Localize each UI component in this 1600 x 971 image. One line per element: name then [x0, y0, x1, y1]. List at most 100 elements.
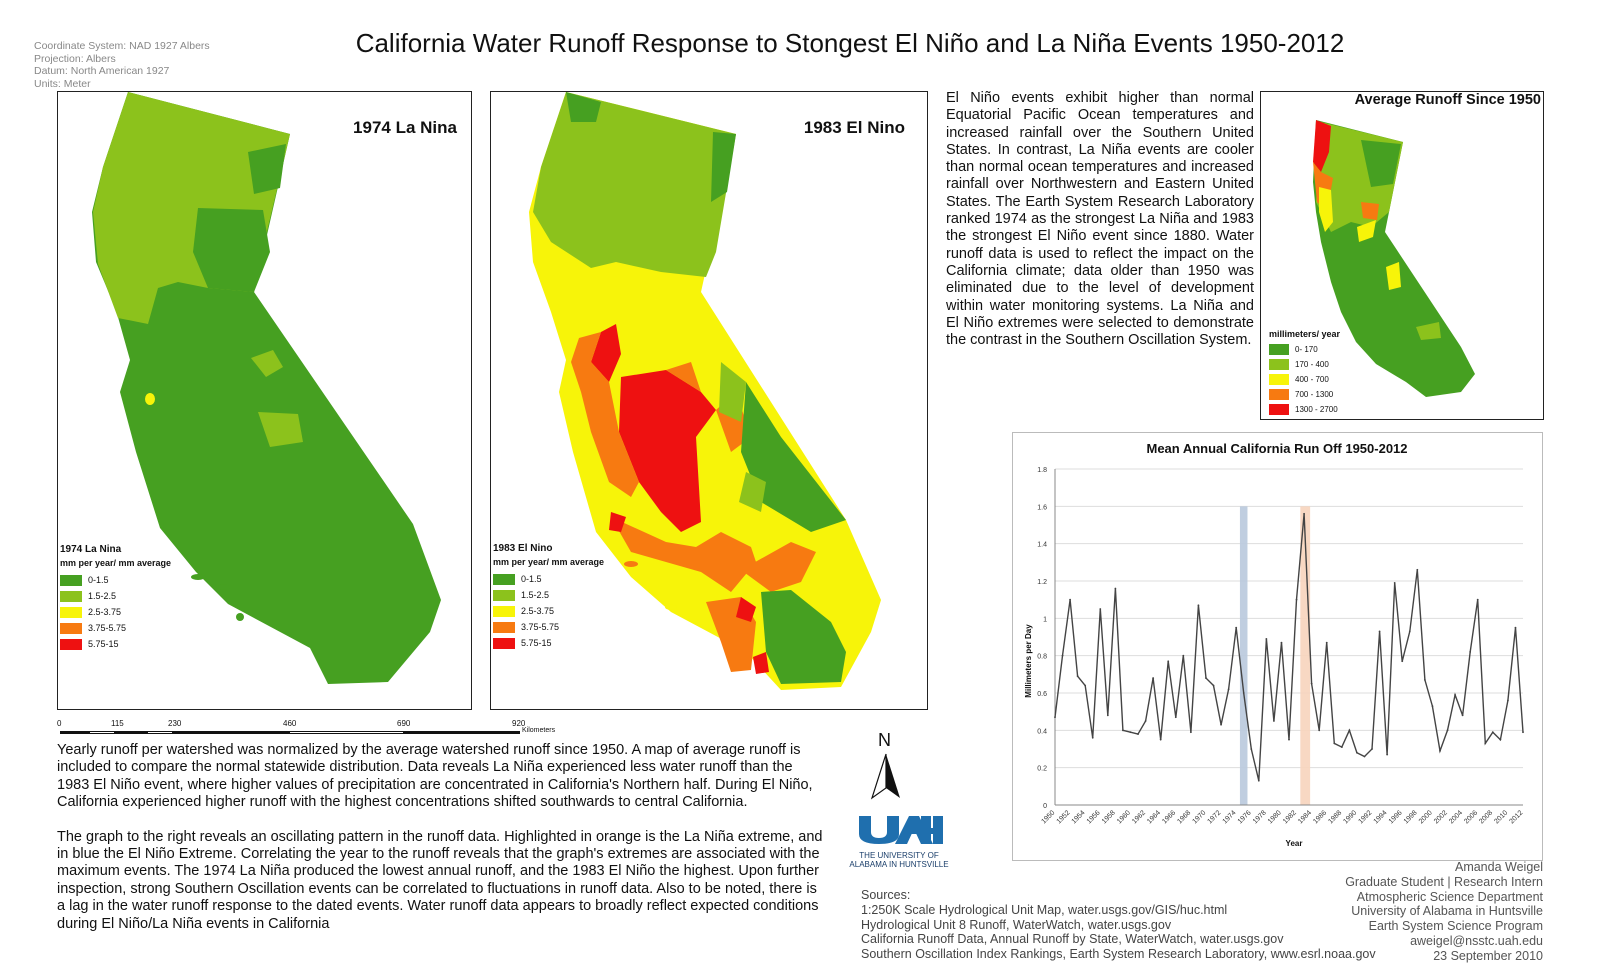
scale-tick: 690	[397, 719, 411, 728]
region-east-darkgreen	[248, 144, 286, 194]
map-panel-1974: 1974 La Nina 1974 La Nina mm per year/ m…	[57, 91, 472, 710]
region-yellow-spot	[145, 393, 155, 405]
scale-bar-segment	[289, 731, 404, 734]
legend-row: 5.75-15	[493, 635, 604, 651]
legend-row: 2.5-3.75	[60, 604, 171, 620]
data-point	[1514, 626, 1517, 629]
x-tick-label: 1984	[1297, 809, 1313, 825]
north-arrow-icon	[870, 753, 900, 800]
chart-xlabel: Year	[1286, 839, 1303, 848]
island-1	[191, 574, 205, 580]
chart-ylabel: Millimeters per Day	[1024, 624, 1033, 698]
legend-swatch	[60, 622, 82, 634]
legend-row: 1.5-2.5	[493, 587, 604, 603]
data-point	[1099, 608, 1102, 610]
legend-label: 700 - 1300	[1295, 390, 1334, 399]
map-1974-svg	[92, 92, 441, 684]
x-tick-label: 1962	[1131, 809, 1147, 825]
x-tick-label: 2008	[1478, 809, 1494, 825]
legend-row: 170 - 400	[1269, 357, 1340, 372]
scale-tick: 920	[512, 719, 526, 728]
x-tick-label: 1974	[1222, 809, 1238, 825]
chart-grid	[1055, 468, 1523, 806]
data-point	[1408, 630, 1411, 633]
el-nino-highlight-band	[1239, 506, 1248, 805]
x-tick-label: 1956	[1086, 809, 1102, 825]
runoff-chart: Mean Annual California Run Off 1950-2012…	[1024, 441, 1524, 848]
data-point	[1122, 729, 1124, 732]
x-tick-label: 1968	[1176, 809, 1192, 825]
data-point	[1144, 720, 1147, 722]
legend-title: 1983 El Nino	[493, 543, 553, 554]
region-sierra-lightgreen	[1416, 322, 1441, 340]
legend-label: 2.5-3.75	[521, 606, 555, 616]
data-point	[1416, 568, 1419, 571]
region-east-darkgreen	[741, 382, 846, 532]
map-title-1974: 1974 La Nina	[353, 118, 457, 137]
data-point	[1303, 512, 1305, 515]
data-point	[1393, 581, 1396, 584]
data-point	[1054, 716, 1056, 719]
legend-label: 170 - 400	[1295, 360, 1329, 369]
scale-unit: Kilometers	[522, 727, 556, 734]
region-coast-orange	[1313, 162, 1379, 220]
logo-line-1: THE UNIVERSITY OF	[859, 851, 939, 860]
region-south-darkgreen	[761, 590, 846, 684]
chart-points	[1054, 512, 1524, 782]
data-point	[1137, 733, 1139, 735]
x-tick-label: 1960	[1116, 809, 1132, 825]
data-point	[1288, 738, 1290, 741]
legend-swatch	[493, 573, 515, 585]
scale-bar: 0 115 230 460 690 920 Kilometers	[57, 719, 557, 741]
legend-label: 1300 - 2700	[1295, 405, 1338, 414]
data-point	[1363, 755, 1366, 758]
scale-tick: 230	[168, 719, 182, 728]
map-1983-svg	[529, 92, 881, 690]
data-point	[1491, 731, 1494, 734]
x-tick-label: 1950	[1040, 809, 1056, 825]
meta-line: Datum: North American 1927	[34, 65, 170, 77]
map-panel-1983: 1983 El Nino 1983 El Nino mm per year/ m…	[490, 91, 928, 710]
data-point	[1507, 699, 1509, 702]
legend-row: 400 - 700	[1269, 372, 1340, 387]
data-point	[1325, 641, 1328, 644]
x-tick-label: 1966	[1161, 809, 1177, 825]
region-south-orange	[611, 517, 816, 672]
x-tick-label: 1958	[1101, 809, 1117, 825]
legend-subtitle: mm per year/ mm average	[493, 557, 605, 567]
data-point	[1461, 714, 1464, 717]
legend-row: 3.75-5.75	[60, 620, 171, 636]
data-point	[1250, 748, 1253, 750]
region-sierra-lightgreen	[258, 412, 303, 447]
data-point	[1242, 692, 1245, 694]
data-point	[1378, 630, 1381, 633]
data-point	[1212, 684, 1215, 687]
scale-tick: 0	[57, 719, 62, 728]
data-point	[1476, 598, 1479, 601]
x-tick-label: 1986	[1312, 809, 1328, 825]
y-tick-label: 1.6	[1037, 504, 1047, 511]
region-east-lightgreen	[719, 362, 766, 512]
y-tick-label: 1	[1043, 616, 1047, 623]
x-tick-label: 1988	[1327, 809, 1343, 825]
chart-y-ticks: 0 0.2 0.4 0.6 0.8 1 1.2 1.4 1.6 1.8	[1037, 467, 1047, 810]
data-point	[1318, 729, 1321, 732]
data-point	[1152, 677, 1155, 679]
legend-subtitle: mm per year/ mm average	[60, 558, 172, 568]
scale-bar-segment	[147, 731, 173, 734]
x-tick-label: 2004	[1448, 809, 1464, 825]
data-point	[1333, 742, 1336, 745]
x-tick-label: 1954	[1071, 809, 1087, 825]
data-point	[1084, 684, 1087, 687]
data-point	[1499, 738, 1502, 741]
data-point	[1431, 705, 1434, 707]
y-tick-label: 1.4	[1037, 542, 1047, 549]
legend-swatch	[1269, 359, 1289, 370]
map-avg-svg	[1313, 120, 1475, 397]
legend-row: 2.5-3.75	[493, 603, 604, 619]
island-1	[624, 561, 638, 567]
x-tick-label: 1970	[1191, 809, 1207, 825]
data-point	[1174, 716, 1177, 719]
data-point	[1401, 660, 1404, 663]
region-central-red	[619, 370, 716, 532]
